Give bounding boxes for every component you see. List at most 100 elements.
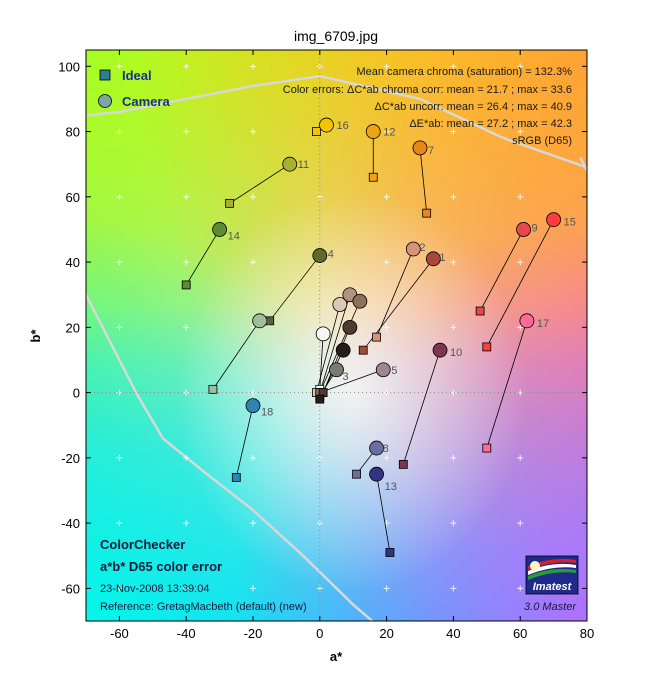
ideal-marker-1 [358, 345, 368, 355]
grid-cross [450, 389, 457, 396]
patch-label-13: 13 [385, 481, 397, 493]
grid-cross [116, 389, 123, 396]
y-tick-label: 100 [58, 59, 80, 74]
camera-marker-22 [352, 293, 368, 309]
y-tick-label: 40 [66, 255, 80, 270]
error-line-18 [235, 405, 254, 478]
grid-cross [450, 259, 457, 266]
grid-cross [450, 128, 457, 135]
patch-label-11: 11 [298, 159, 309, 171]
camera-marker-11 [282, 156, 298, 172]
ideal-marker-9 [475, 306, 485, 316]
patch-label-18: 18 [261, 407, 273, 419]
footer-subtitle: a*b* D65 color error [100, 559, 222, 574]
camera-marker-18 [245, 398, 261, 414]
version-label: 3.0 Master [524, 601, 577, 613]
grid-cross [450, 454, 457, 461]
camera-marker-23 [342, 319, 358, 335]
camera-marker-19 [315, 326, 331, 342]
grid-cross [517, 128, 524, 135]
legend-ideal-swatch [99, 69, 111, 81]
x-tick-label: 60 [513, 626, 527, 641]
patch-label-2: 2 [419, 242, 425, 254]
grid-cross [450, 324, 457, 331]
gamut-curve-0 [86, 74, 587, 169]
legend-ideal-label: Ideal [122, 68, 152, 83]
error-line-17 [486, 320, 528, 449]
grid-cross [517, 324, 524, 331]
grid-cross [183, 324, 190, 331]
y-tick-label: -20 [61, 451, 80, 466]
camera-marker-4 [312, 248, 328, 263]
y-tick-label: 60 [66, 190, 80, 205]
error-line-19 [319, 333, 324, 390]
legend-camera-swatch [98, 94, 112, 108]
ideal-marker-24 [315, 394, 325, 404]
patch-label-10: 10 [450, 347, 462, 359]
error-line-4 [269, 255, 321, 322]
footer-title: ColorChecker [100, 537, 185, 552]
error-line-15 [486, 219, 554, 348]
error-line-10 [402, 350, 441, 465]
camera-markers [212, 117, 561, 482]
patch-label-8: 8 [383, 443, 389, 455]
grid-cross [250, 585, 256, 592]
patch-label-15: 15 [564, 217, 576, 229]
patch-label-16: 16 [336, 120, 348, 132]
ideal-marker-14 [181, 280, 191, 290]
grid-cross [116, 324, 123, 331]
grid-cross [316, 520, 323, 527]
error-line-23 [322, 327, 351, 393]
patch-label-4: 4 [328, 249, 334, 261]
x-tick-label: -20 [244, 626, 263, 641]
grid-cross [450, 63, 457, 70]
grid-cross [517, 193, 524, 200]
color-gamut-background [86, 50, 587, 621]
grid-cross [116, 585, 123, 592]
grid-cross-markers [116, 63, 524, 592]
error-line-6 [212, 320, 261, 390]
info-chroma-corr: Color errors: ΔC*ab chroma corr: mean = … [283, 84, 572, 96]
x-tick-label: 40 [446, 626, 460, 641]
x-axis-ticks: -60 -40 -20 0 20 40 60 80 [110, 50, 594, 641]
grid-cross [116, 520, 123, 527]
camera-marker-9 [516, 222, 531, 237]
grid-cross [116, 128, 123, 135]
error-line-2 [376, 248, 414, 338]
grid-cross [250, 63, 256, 70]
grid-cross [517, 259, 524, 266]
ideal-marker-2 [372, 332, 381, 342]
grid-cross [383, 454, 390, 461]
patch-label-12: 12 [383, 127, 395, 139]
grid-cross [183, 128, 190, 135]
chart-title: img_6709.jpg [294, 28, 378, 44]
grid-cross [116, 193, 123, 200]
error-line-13 [376, 474, 391, 553]
y-tick-label: -40 [61, 516, 80, 531]
camera-marker-3 [329, 362, 344, 378]
camera-marker-14 [212, 222, 228, 237]
info-colorspace: sRGB (D65) [512, 135, 572, 147]
grid-cross [383, 128, 390, 135]
camera-marker-12 [365, 124, 381, 139]
grid-cross [517, 454, 524, 461]
camera-marker-13 [369, 466, 384, 482]
y-tick-label: 0 [73, 386, 80, 401]
info-chroma: Mean camera chroma (saturation) = 132.3% [356, 66, 572, 78]
patch-label-7: 7 [428, 145, 434, 157]
footer-timestamp: 23-Nov-2008 13:39:04 [100, 583, 209, 595]
grid-cross [250, 259, 256, 266]
gamut-boundary-curves [86, 74, 587, 621]
error-line-11 [229, 163, 290, 204]
grid-cross [183, 63, 190, 70]
grid-cross [183, 193, 190, 200]
legend: Ideal Camera [98, 68, 170, 109]
camera-marker-5 [375, 362, 391, 378]
grid-cross [517, 585, 524, 592]
ideal-marker-12 [368, 172, 378, 182]
camera-marker-6 [252, 313, 268, 329]
camera-marker-10 [432, 342, 448, 358]
grid-cross [450, 520, 457, 527]
error-line-9 [479, 229, 524, 312]
